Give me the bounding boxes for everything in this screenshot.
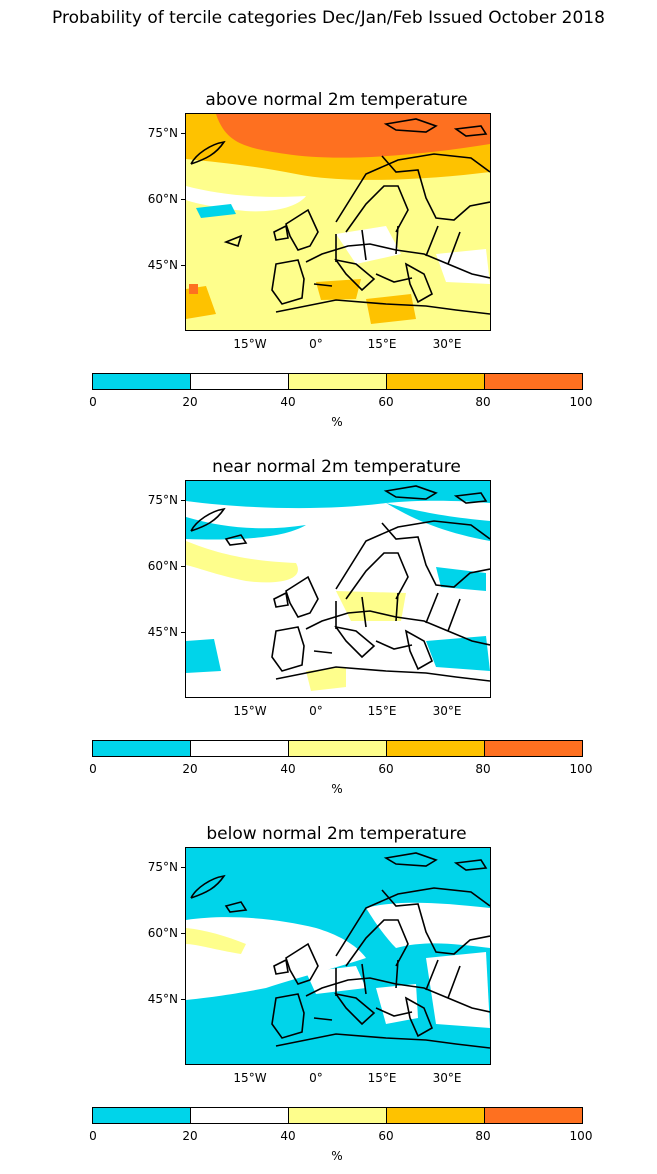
colorbar-segment: [93, 1108, 190, 1123]
colorbar: [92, 373, 583, 390]
colorbar-tick: 0: [89, 1129, 97, 1143]
colorbar-tick: 40: [280, 1129, 296, 1143]
colorbar-tick: 40: [280, 762, 296, 776]
colorbar-segment: [190, 1108, 288, 1123]
lon-label: 15°E: [367, 704, 397, 718]
lon-label: 0°: [309, 337, 323, 351]
colorbar-segment: [93, 374, 190, 389]
colorbar-tick: 0: [89, 762, 97, 776]
lon-label: 30°E: [432, 1071, 462, 1085]
colorbar-tick: 60: [378, 762, 394, 776]
panel-near-normal: near normal 2m temperature: [0, 0, 657, 796]
colorbar-unit: %: [331, 1149, 343, 1163]
lon-label: 30°E: [432, 337, 462, 351]
colorbar-tick: 80: [475, 395, 491, 409]
lat-tick: [181, 199, 185, 200]
lat-tick: [181, 133, 185, 134]
lon-label: 15°E: [367, 1071, 397, 1085]
colorbar: [92, 1107, 583, 1124]
lat-tick: [181, 500, 185, 501]
colorbar-tick: 100: [569, 1129, 593, 1143]
colorbar-tick: 100: [569, 395, 593, 409]
lat-label: 45°N: [147, 625, 178, 639]
lat-tick: [181, 566, 185, 567]
panel-title: near normal 2m temperature: [212, 457, 461, 477]
colorbar-unit: %: [331, 782, 343, 796]
lat-label: 75°N: [147, 126, 178, 140]
colorbar-segment: [484, 374, 582, 389]
panel-above-normal: above normal 2m temperature: [0, 0, 657, 429]
colorbar-unit: %: [331, 415, 343, 429]
colorbar-segment: [288, 1108, 386, 1123]
colorbar: [92, 740, 583, 757]
lon-label: 15°W: [233, 337, 267, 351]
lon-label: 30°E: [432, 704, 462, 718]
figure-title: Probability of tercile categories Dec/Ja…: [52, 8, 605, 28]
colorbar-segment: [484, 741, 582, 756]
lat-label: 75°N: [147, 860, 178, 874]
colorbar-segment: [386, 374, 484, 389]
lat-tick: [181, 999, 185, 1000]
map-near-normal: [185, 480, 491, 698]
map-below-normal: [185, 847, 491, 1065]
lat-label: 75°N: [147, 493, 178, 507]
colorbar-segment: [484, 1108, 582, 1123]
lon-label: 0°: [309, 704, 323, 718]
colorbar-segment: [190, 741, 288, 756]
lat-tick: [181, 632, 185, 633]
lat-label: 60°N: [147, 192, 178, 206]
colorbar-tick: 80: [475, 762, 491, 776]
colorbar-segment: [386, 1108, 484, 1123]
colorbar-segment: [288, 741, 386, 756]
lon-label: 15°E: [367, 337, 397, 351]
colorbar-tick: 80: [475, 1129, 491, 1143]
lat-label: 45°N: [147, 258, 178, 272]
lat-label: 60°N: [147, 559, 178, 573]
lat-label: 60°N: [147, 926, 178, 940]
colorbar-tick: 20: [182, 395, 198, 409]
colorbar-tick: 20: [182, 1129, 198, 1143]
lat-tick: [181, 867, 185, 868]
colorbar-tick: 100: [569, 762, 593, 776]
colorbar-tick: 60: [378, 1129, 394, 1143]
colorbar-segment: [190, 374, 288, 389]
lon-label: 15°W: [233, 704, 267, 718]
lon-label: 15°W: [233, 1071, 267, 1085]
colorbar-segment: [386, 741, 484, 756]
colorbar-tick: 60: [378, 395, 394, 409]
colorbar-tick: 20: [182, 762, 198, 776]
panel-title: above normal 2m temperature: [205, 90, 468, 110]
panel-title: below normal 2m temperature: [206, 824, 467, 844]
colorbar-segment: [288, 374, 386, 389]
colorbar-tick: 40: [280, 395, 296, 409]
colorbar-segment: [93, 741, 190, 756]
lat-label: 45°N: [147, 992, 178, 1006]
map-above-normal: [185, 113, 491, 331]
colorbar-tick: 0: [89, 395, 97, 409]
lat-tick: [181, 933, 185, 934]
lon-label: 0°: [309, 1071, 323, 1085]
lat-tick: [181, 265, 185, 266]
